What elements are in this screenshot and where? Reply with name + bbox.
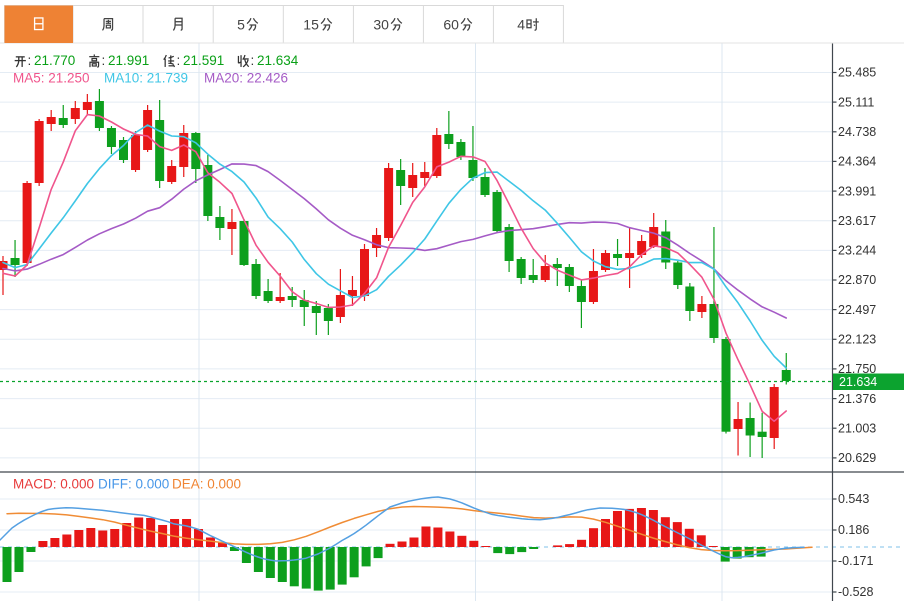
svg-text:5: 5 bbox=[237, 16, 245, 32]
svg-text:21.003: 21.003 bbox=[838, 421, 876, 435]
svg-text:23.244: 23.244 bbox=[838, 244, 876, 258]
svg-text:4: 4 bbox=[517, 16, 525, 32]
svg-text:22.123: 22.123 bbox=[838, 333, 876, 347]
svg-text:15: 15 bbox=[303, 16, 319, 32]
svg-text:23.991: 23.991 bbox=[838, 184, 876, 198]
svg-text:-0.528: -0.528 bbox=[838, 585, 873, 599]
svg-text:MA10: 21.739: MA10: 21.739 bbox=[104, 71, 188, 86]
svg-text:DIFF: 0.000: DIFF: 0.000 bbox=[98, 477, 169, 492]
svg-text:21.634: 21.634 bbox=[257, 53, 299, 68]
svg-text:21.991: 21.991 bbox=[108, 53, 149, 68]
svg-text:21.591: 21.591 bbox=[183, 53, 224, 68]
svg-text:22.497: 22.497 bbox=[838, 303, 876, 317]
svg-text:21.770: 21.770 bbox=[34, 53, 75, 68]
svg-text:0.543: 0.543 bbox=[838, 492, 869, 506]
svg-text:60: 60 bbox=[443, 16, 459, 32]
svg-text:MA20: 22.426: MA20: 22.426 bbox=[204, 71, 288, 86]
svg-text:25.485: 25.485 bbox=[838, 66, 876, 80]
svg-text:24.364: 24.364 bbox=[838, 155, 876, 169]
svg-text:21.634: 21.634 bbox=[839, 375, 877, 389]
svg-text:24.738: 24.738 bbox=[838, 125, 876, 139]
svg-text:-0.171: -0.171 bbox=[838, 554, 873, 568]
svg-text:DEA: 0.000: DEA: 0.000 bbox=[172, 477, 241, 492]
svg-text:MA5: 21.250: MA5: 21.250 bbox=[13, 71, 90, 86]
svg-text::: : bbox=[28, 53, 32, 68]
svg-text:30: 30 bbox=[373, 16, 389, 32]
svg-text::: : bbox=[251, 53, 255, 68]
svg-text:MACD: 0.000: MACD: 0.000 bbox=[13, 477, 94, 492]
svg-text:20.629: 20.629 bbox=[838, 451, 876, 465]
svg-text:0.186: 0.186 bbox=[838, 523, 869, 537]
svg-text::: : bbox=[177, 53, 181, 68]
svg-text:21.376: 21.376 bbox=[838, 392, 876, 406]
svg-text::: : bbox=[102, 53, 106, 68]
svg-text:21.750: 21.750 bbox=[838, 362, 876, 376]
svg-text:25.111: 25.111 bbox=[838, 95, 874, 109]
svg-text:22.870: 22.870 bbox=[838, 273, 876, 287]
svg-text:23.617: 23.617 bbox=[838, 214, 876, 228]
